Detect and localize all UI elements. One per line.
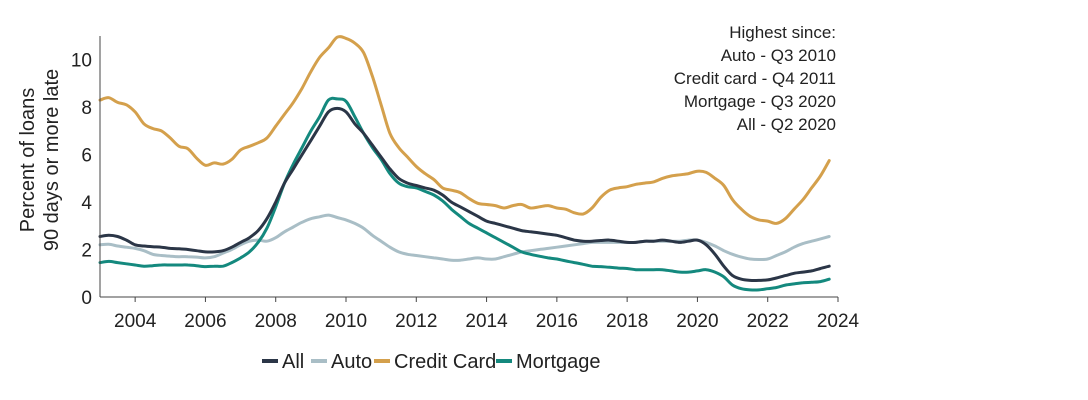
y-tick-label: 6 bbox=[81, 146, 92, 167]
series-line-credit-card bbox=[98, 35, 831, 225]
x-tick-label: 2004 bbox=[114, 311, 157, 332]
y-axis-ticks: 0 2 4 6 8 10 bbox=[71, 51, 93, 309]
annotation-line: All - Q2 2020 bbox=[737, 115, 836, 134]
axes bbox=[99, 36, 838, 298]
x-tick-label: 2024 bbox=[817, 311, 860, 332]
legend: All Auto Credit Card Mortgage bbox=[262, 351, 601, 373]
x-tick-label: 2008 bbox=[255, 311, 297, 332]
series-line-mortgage bbox=[98, 96, 831, 292]
annotation-line: Highest since: bbox=[729, 23, 836, 42]
x-tick-label: 2022 bbox=[747, 311, 789, 332]
legend-label: Credit Card bbox=[394, 351, 496, 373]
y-axis-title-line-2: 90 days or more late bbox=[41, 69, 63, 251]
x-tick-label: 2016 bbox=[536, 311, 578, 332]
annotation-line: Mortgage - Q3 2020 bbox=[684, 92, 836, 111]
x-tick-label: 2012 bbox=[395, 311, 437, 332]
annotation-line: Auto - Q3 2010 bbox=[721, 46, 836, 65]
x-tick-label: 2018 bbox=[606, 311, 648, 332]
y-tick-label: 0 bbox=[81, 288, 92, 309]
legend-label: Mortgage bbox=[516, 351, 601, 373]
y-tick-label: 10 bbox=[71, 51, 92, 72]
series-line-all bbox=[98, 106, 831, 283]
legend-label: Auto bbox=[331, 351, 372, 373]
x-axis-ticks: 2004 2006 2008 2010 2012 2014 2016 2018 2020 2022… bbox=[114, 297, 860, 332]
annotation-highest-since: Highest since: Auto - Q3 2010 Credit car… bbox=[674, 23, 836, 134]
plot-lines bbox=[98, 35, 831, 292]
x-tick-label: 2014 bbox=[465, 311, 508, 332]
x-tick-label: 2010 bbox=[325, 311, 367, 332]
x-tick-label: 2006 bbox=[184, 311, 226, 332]
legend-label: All bbox=[282, 351, 304, 373]
x-tick-label: 2020 bbox=[676, 311, 718, 332]
y-tick-label: 8 bbox=[81, 98, 92, 119]
y-axis-title-line-1: Percent of loans bbox=[17, 88, 39, 233]
y-tick-label: 2 bbox=[81, 241, 92, 262]
series-line-auto bbox=[98, 213, 831, 262]
y-tick-label: 4 bbox=[81, 193, 92, 214]
annotation-line: Credit card - Q4 2011 bbox=[674, 69, 836, 88]
